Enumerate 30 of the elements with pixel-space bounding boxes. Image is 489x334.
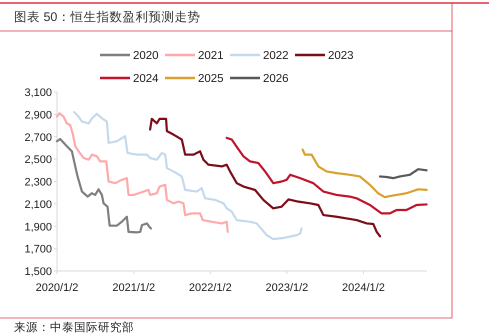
x-tick-label: 2022/1/2 — [188, 282, 232, 294]
legend-label: 2020 — [133, 50, 159, 62]
y-tick-label: 3,100 — [24, 87, 52, 99]
line-series — [56, 138, 152, 234]
y-tick-label: 1,500 — [24, 266, 52, 278]
line-series — [73, 111, 303, 240]
legend-label: 2025 — [198, 73, 224, 85]
source-note: 来源：中泰国际研究部 — [14, 320, 134, 334]
y-tick-label: 2,500 — [24, 154, 52, 166]
chart-title: 图表 50：恒生指数盈利预测走势 — [14, 10, 200, 24]
y-tick-label: 2,100 — [24, 198, 52, 211]
line-series — [302, 148, 428, 198]
x-tick-label: 2020/1/2 — [36, 282, 78, 294]
line-series — [56, 112, 229, 233]
legend-label: 2021 — [198, 50, 224, 62]
y-tick-label: 1,900 — [24, 221, 52, 234]
legend-label: 2024 — [133, 73, 160, 85]
y-tick-label: 2,300 — [24, 176, 52, 188]
y-tick-label: 2,700 — [24, 132, 52, 144]
x-tick-label: 2023/1/2 — [265, 282, 308, 294]
legend-label: 2023 — [328, 50, 354, 62]
x-tick-label: 2021/1/2 — [112, 282, 156, 294]
legend-label: 2026 — [263, 73, 289, 85]
y-tick-label: 2,900 — [24, 109, 52, 122]
x-tick-label: 2024/1/2 — [342, 282, 385, 294]
line-series — [378, 168, 428, 180]
line-series — [226, 136, 428, 214]
legend-label: 2022 — [263, 50, 289, 62]
y-tick-label: 1,700 — [24, 244, 52, 256]
line-series — [149, 118, 382, 238]
